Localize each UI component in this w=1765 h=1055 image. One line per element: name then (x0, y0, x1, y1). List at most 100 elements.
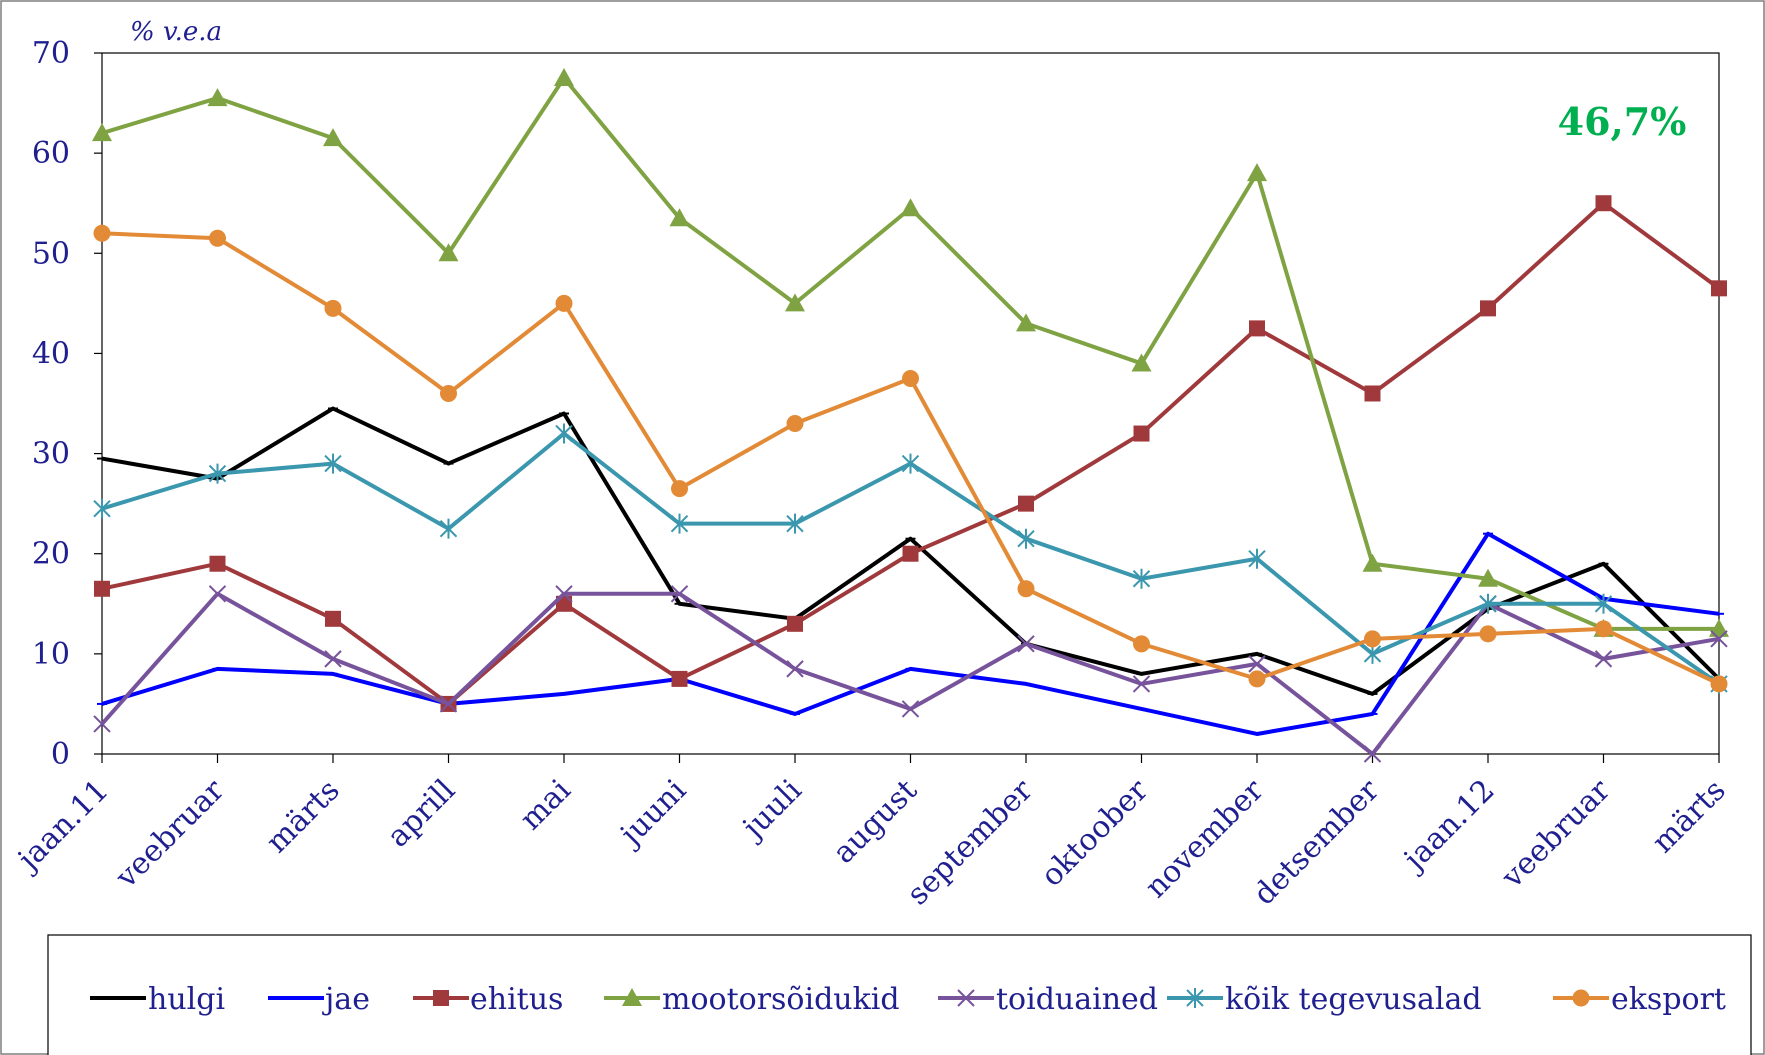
legend-label: jae (322, 982, 370, 1017)
y-tick-label: 40 (32, 336, 70, 371)
data-point-series-6 (208, 463, 227, 484)
data-point-series-7 (1710, 675, 1728, 693)
data-point-series-3 (209, 555, 226, 572)
x-tick-label: mai (513, 773, 577, 837)
data-point-series-7 (93, 224, 111, 242)
unit-label: % v.e.a (130, 17, 222, 47)
data-point-series-6 (1594, 593, 1613, 614)
data-point-series-3 (1595, 195, 1612, 212)
y-tick-label: 60 (32, 136, 70, 171)
data-point-series-7 (1595, 620, 1612, 638)
data-point-series-5 (1132, 675, 1151, 693)
data-point-series-6 (1479, 593, 1497, 614)
y-tick-label: 20 (32, 537, 70, 572)
x-tick-label: september (900, 772, 1040, 912)
x-tick-label: oktoober (1034, 772, 1155, 893)
data-point-legend-3 (433, 990, 449, 1006)
legend-label: ehitus (470, 982, 563, 1017)
x-tick-label: veebruar (1494, 772, 1617, 895)
data-point-series-5 (670, 585, 689, 603)
data-point-series-5 (555, 585, 573, 603)
data-point-series-3 (671, 670, 688, 687)
data-point-series-6 (1248, 548, 1266, 569)
data-point-series-7 (209, 229, 226, 247)
data-point-series-6 (901, 453, 920, 474)
data-point-series-7 (1479, 625, 1497, 643)
data-point-series-5 (1594, 650, 1613, 668)
data-point-series-6 (786, 513, 804, 534)
data-point-series-3 (325, 610, 341, 627)
legend: hulgi jae ehitus mootorsõidukid toiduained kõ… (90, 982, 1726, 1017)
data-point-legend-5 (957, 989, 975, 1007)
data-point-series-3 (787, 615, 803, 632)
x-tick-label: märts (1646, 773, 1733, 860)
data-point-series-4 (438, 243, 459, 262)
data-point-series-4 (669, 208, 690, 227)
data-point-series-5 (439, 695, 458, 713)
data-point-series-4 (207, 88, 228, 107)
annotation-label: 46,7% (1558, 99, 1687, 144)
data-point-series-3 (1364, 385, 1381, 402)
x-tick-label: jaan.12 (1396, 773, 1502, 879)
x-tick-label: juuni (612, 773, 693, 854)
data-point-series-5 (93, 715, 111, 733)
data-point-series-5 (1017, 635, 1035, 653)
data-point-series-7 (902, 369, 919, 387)
data-point-series-4 (1709, 618, 1729, 637)
data-point-series-5 (1363, 745, 1382, 763)
data-point-series-4 (785, 293, 805, 312)
data-point-series-7 (1133, 635, 1150, 653)
x-tick-label: august (826, 773, 924, 871)
x-tick-label: veebruar (108, 772, 231, 895)
data-point-series-3 (1711, 280, 1727, 297)
y-tick-label: 30 (32, 437, 70, 472)
data-point-series-7 (1248, 670, 1266, 688)
series-layer (92, 68, 1729, 763)
data-point-series-5 (208, 585, 227, 603)
data-point-series-7 (1364, 630, 1381, 648)
y-tick-label: 10 (32, 637, 70, 672)
data-point-series-4 (92, 123, 112, 142)
legend-label: hulgi (148, 982, 225, 1017)
legend-label: mootorsõidukid (662, 982, 900, 1017)
data-point-series-5 (324, 650, 342, 668)
data-point-series-4 (1131, 353, 1152, 372)
data-point-series-4 (1362, 553, 1383, 572)
series-3 (94, 195, 1727, 712)
legend-item: eksport (1553, 982, 1726, 1017)
data-point-series-7 (324, 299, 342, 317)
data-point-series-5 (901, 700, 920, 718)
data-point-series-4 (1478, 568, 1498, 587)
data-point-series-3 (1018, 495, 1034, 512)
data-point-legend-4 (622, 988, 642, 1006)
data-point-series-6 (1017, 528, 1035, 549)
legend-item: toiduained (938, 982, 1158, 1017)
data-point-series-5 (1248, 655, 1266, 673)
data-point-legend-6 (1186, 988, 1204, 1008)
x-tick-label: jaan.11 (10, 773, 116, 879)
data-point-series-6 (93, 498, 111, 519)
legend-box (47, 934, 1752, 1055)
data-point-series-4 (1016, 313, 1036, 332)
data-point-series-5 (1710, 630, 1728, 648)
y-tick-label: 50 (32, 236, 70, 271)
legend-item: kõik tegevusalad (1167, 982, 1482, 1017)
data-point-series-4 (1247, 163, 1267, 182)
data-point-series-6 (670, 513, 689, 534)
data-point-series-6 (439, 518, 458, 539)
data-point-series-7 (671, 480, 688, 498)
data-point-series-3 (1133, 425, 1150, 442)
data-point-series-3 (1480, 300, 1496, 317)
data-point-series-4 (900, 198, 921, 217)
data-point-series-4 (323, 128, 343, 147)
legend-label: kõik tegevusalad (1225, 982, 1482, 1017)
legend-item: ehitus (413, 982, 563, 1017)
x-tick-label: aprill (381, 773, 462, 854)
data-point-series-7 (555, 294, 573, 312)
plot-area (101, 52, 1720, 755)
legend-item: hulgi (90, 982, 225, 1017)
data-point-legend-7 (1572, 989, 1590, 1007)
